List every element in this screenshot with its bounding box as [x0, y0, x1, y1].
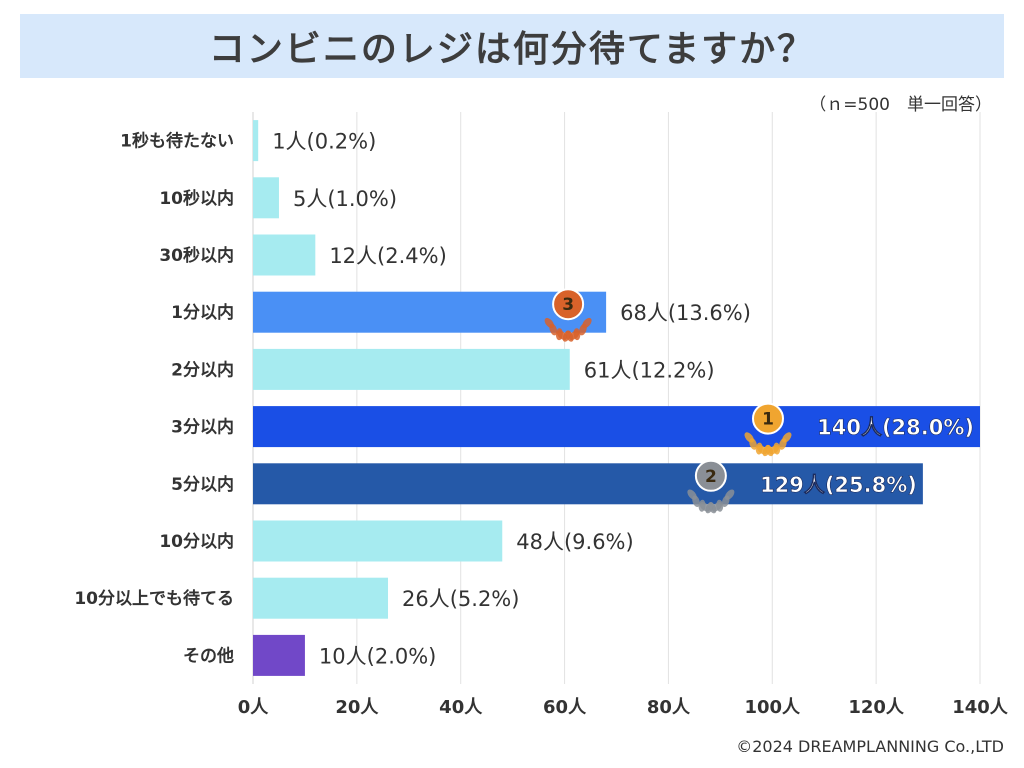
data-label: 10人(2.0%) — [319, 644, 436, 668]
laurel-leaf — [699, 502, 710, 512]
laurel-leaf — [769, 444, 780, 455]
laurel-leaf — [692, 495, 700, 507]
data-label: 68人(13.6%) — [620, 301, 751, 325]
x-tick-label: 80人 — [647, 697, 691, 718]
laurel-leaf — [756, 444, 767, 455]
data-label: 26人(5.2%) — [402, 587, 519, 611]
x-tick-label: 20人 — [335, 697, 379, 718]
medal-rank-number: 2 — [705, 467, 717, 487]
category-label: 1秒も待たない — [120, 131, 234, 152]
medal-rank-number: 3 — [562, 295, 574, 315]
bar — [253, 120, 259, 162]
medal-disc — [552, 288, 585, 321]
medal-disc — [752, 402, 784, 435]
bar — [253, 177, 279, 219]
x-tick-label: 60人 — [543, 697, 587, 718]
data-label: 48人(9.6%) — [516, 530, 633, 554]
chart-title: コンビニのレジは何分待てますか？ — [208, 29, 816, 70]
label-layer: 0人 20人 40人 60人 80人 100人 120人 140人 1秒も待たない 1人(0.2%… — [74, 130, 1008, 718]
category-label: 5分以内 — [171, 474, 234, 495]
title-band: コンビニのレジは何分待てますか？ — [20, 14, 1004, 78]
data-label: 5人(1.0%) — [293, 187, 397, 211]
data-label: 140人(28.0%) — [817, 416, 974, 440]
bar — [253, 520, 503, 562]
category-label: 3分以内 — [171, 417, 234, 438]
rank-medal-1st: 1 — [744, 402, 792, 457]
category-label: 30秒以内 — [159, 245, 234, 266]
bar — [253, 634, 305, 676]
laurel-leaf — [579, 323, 587, 336]
x-tick-label: 0人 — [238, 697, 270, 718]
category-label: 10分以内 — [159, 531, 234, 552]
laurel-leaf — [569, 330, 580, 341]
x-tick-label: 40人 — [439, 697, 483, 718]
category-label: 2分以内 — [171, 359, 234, 380]
sample-note: （ｎ=500 単一回答） — [809, 95, 992, 115]
laurel-leaf — [556, 330, 567, 341]
bar — [253, 234, 316, 276]
laurel-leaf — [721, 495, 730, 507]
data-label: 61人(12.2%) — [584, 358, 715, 382]
bar — [253, 463, 923, 505]
x-tick-label: 120人 — [848, 697, 905, 718]
copyright: ©2024 DREAMPLANNING Co.,LTD — [736, 737, 1004, 756]
laurel-leaf — [549, 323, 558, 336]
laurel-leaf — [779, 438, 787, 450]
bar — [253, 577, 389, 619]
bar — [253, 348, 570, 390]
category-label: その他 — [183, 645, 234, 666]
x-tick-label: 140人 — [952, 697, 1009, 718]
laurel-leaf — [712, 502, 723, 512]
data-label: 12人(2.4%) — [329, 244, 446, 268]
category-label: 10秒以内 — [159, 188, 234, 209]
rank-medal-2nd: 2 — [687, 459, 735, 514]
laurel-leaf — [749, 438, 757, 450]
data-label: 1人(0.2%) — [272, 130, 376, 154]
data-label: 129人(25.8%) — [760, 473, 917, 497]
category-label: 1分以内 — [171, 302, 234, 323]
bar — [253, 406, 980, 448]
category-label: 10分以上でも待てる — [74, 588, 234, 609]
bar-layer — [253, 120, 980, 676]
x-tick-label: 100人 — [744, 697, 801, 718]
rank-medal-3rd: 3 — [544, 288, 592, 342]
medal-disc — [694, 459, 727, 492]
medal-rank-number: 1 — [762, 410, 774, 430]
